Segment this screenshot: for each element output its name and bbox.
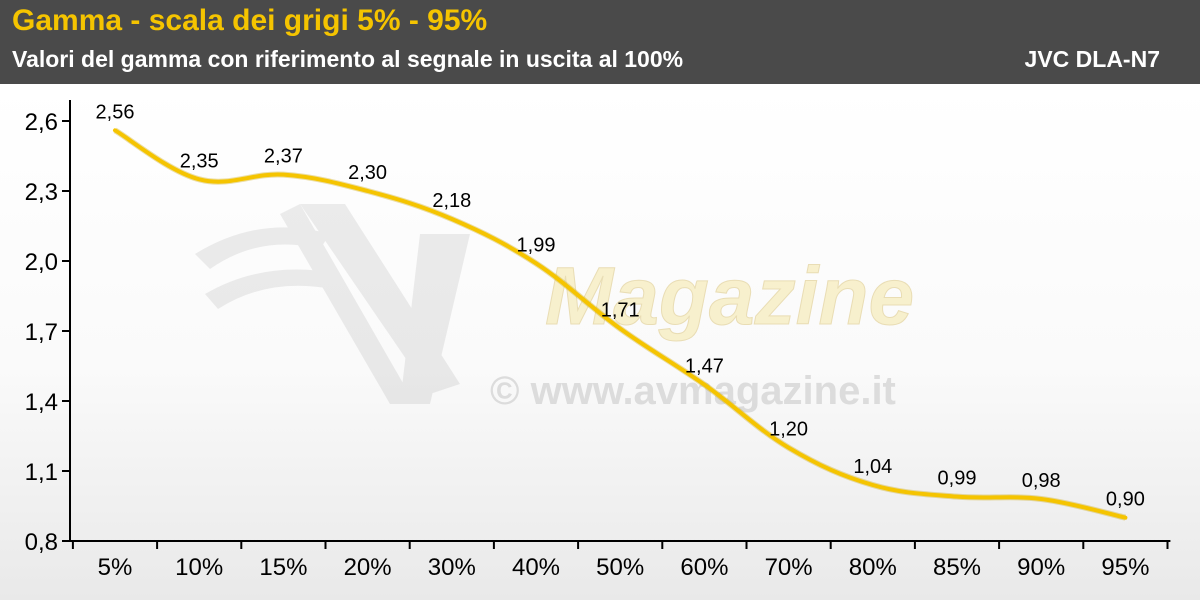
data-label: 2,18 xyxy=(432,190,471,212)
plot-area: Magazine © www.avmagazine.it xyxy=(0,84,1200,600)
gamma-point xyxy=(282,173,285,176)
data-label: 0,99 xyxy=(938,468,977,490)
y-tick-label: 0,8 xyxy=(25,529,58,556)
y-tick-label: 2,0 xyxy=(25,249,58,276)
gamma-point xyxy=(1040,498,1043,500)
data-label: 2,37 xyxy=(264,146,303,168)
gamma-point xyxy=(703,383,706,386)
chart-subtitle: Valori del gamma con riferimento al segn… xyxy=(12,46,684,72)
data-label: 1,20 xyxy=(769,419,808,441)
gamma-point xyxy=(114,129,116,132)
data-label: 0,90 xyxy=(1106,489,1145,511)
x-tick-label: 5% xyxy=(98,554,133,581)
chart-axes: 0,8 1,1 1,4 1,7 2,0 2,3 2,6 5% 10% 15% 20% 30% 40% 50… xyxy=(25,100,1171,581)
data-label: 1,47 xyxy=(685,356,724,378)
chart-data-labels: 2,56 2,35 2,37 2,30 2,18 1,99 1,71 1,47 1,20 1,04… xyxy=(96,101,1145,510)
chart-series xyxy=(113,127,1128,521)
chart-header: Gamma - scala dei grigi 5% - 95% Valori … xyxy=(0,0,1200,84)
data-label: 1,71 xyxy=(601,300,640,322)
y-tick-label: 2,6 xyxy=(25,109,58,136)
x-tick-label: 80% xyxy=(849,554,897,581)
data-label: 2,35 xyxy=(180,150,219,172)
x-tick-label: 40% xyxy=(512,554,560,581)
y-tick-label: 1,4 xyxy=(25,389,58,416)
y-tick-label: 1,1 xyxy=(25,459,58,486)
watermark-logo-text: Magazine xyxy=(545,251,914,342)
data-label: 1,99 xyxy=(517,234,556,256)
x-tick-label: 60% xyxy=(680,554,728,581)
gamma-point xyxy=(450,218,453,220)
gamma-line xyxy=(113,128,1128,520)
x-tick-label: 10% xyxy=(175,554,223,581)
data-label: 1,04 xyxy=(853,456,892,478)
y-tick-label: 2,3 xyxy=(25,179,58,206)
y-tick-label: 1,7 xyxy=(25,319,58,346)
x-tick-label: 20% xyxy=(344,554,392,581)
watermark-logo: Magazine © www.avmagazine.it xyxy=(195,204,915,413)
gamma-line-shadow xyxy=(113,127,1127,521)
device-name: JVC DLA-N7 xyxy=(1024,46,1160,72)
x-tick-label: 85% xyxy=(933,554,981,581)
x-tick-label: 50% xyxy=(596,554,644,581)
data-label: 0,98 xyxy=(1022,470,1061,492)
gamma-point xyxy=(619,327,622,330)
gamma-point xyxy=(535,262,537,265)
chart-title: Gamma - scala dei grigi 5% - 95% xyxy=(12,4,488,37)
watermark-a-shape xyxy=(300,204,460,394)
data-label: 2,56 xyxy=(96,101,135,123)
gamma-point xyxy=(1124,516,1127,519)
x-tick-label: 95% xyxy=(1101,554,1149,581)
gamma-point xyxy=(956,495,958,498)
data-label: 2,30 xyxy=(348,162,387,184)
x-tick-label: 90% xyxy=(1017,554,1065,581)
x-tick-label: 15% xyxy=(259,554,307,581)
gamma-point xyxy=(366,190,369,192)
x-tick-label: 30% xyxy=(428,554,476,581)
gamma-point xyxy=(871,484,874,486)
gamma-point xyxy=(198,178,201,181)
x-tick-label: 70% xyxy=(765,554,813,581)
gamma-point xyxy=(787,446,790,449)
